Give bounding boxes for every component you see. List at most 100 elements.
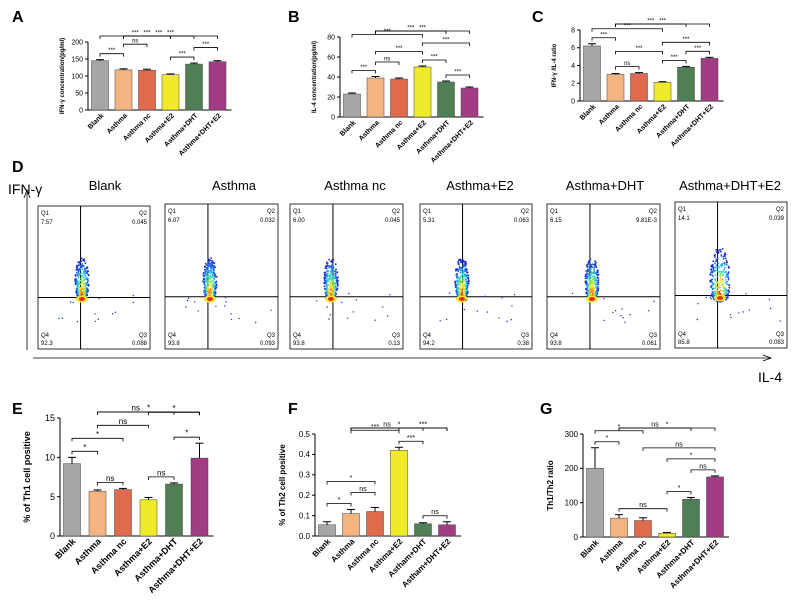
flow-event-dot [720, 265, 723, 268]
significance-label: * [83, 443, 86, 452]
flow-event-dot [721, 284, 723, 287]
flow-outlier-dot [94, 320, 96, 323]
flow-event-dot [80, 289, 82, 291]
flow-event-dot [325, 274, 327, 277]
flow-scatter-cloud [316, 258, 391, 321]
y-tick-label: 2 [571, 81, 575, 88]
flow-event-dot [715, 260, 717, 263]
flow-event-dot [78, 261, 81, 264]
bar [63, 463, 81, 537]
flow-outlier-dot [224, 305, 226, 307]
panel-letter-e: E [12, 401, 23, 418]
flow-event-dot [457, 269, 460, 271]
flow-event-dot [204, 265, 206, 268]
flow-event-dot [712, 296, 715, 299]
flow-outlier-dot [72, 301, 74, 304]
flow-event-dot [212, 283, 215, 285]
flow-event-dot [726, 296, 729, 299]
flow-event-dot [83, 279, 86, 281]
flow-event-dot [332, 286, 335, 289]
panel-letter-c: C [532, 9, 544, 26]
flow-event-dot [206, 278, 208, 281]
significance-bracket [662, 41, 710, 46]
significance-bracket [170, 56, 195, 61]
flow-event-dot [331, 273, 333, 276]
flow-event-dot [593, 286, 595, 289]
flow-event-dot [715, 269, 718, 271]
significance-bracket [193, 47, 218, 51]
flow-outlier-dot [745, 293, 747, 295]
significance-label: ns [119, 417, 127, 426]
flow-event-dot [337, 276, 339, 279]
significance-label: * [398, 422, 401, 429]
category-label: Asthma [358, 119, 381, 142]
flow-event-dot [714, 256, 716, 258]
flow-event-dot [209, 285, 212, 287]
significance-bracket [690, 469, 716, 473]
bar [677, 67, 695, 102]
significance-label: *** [600, 32, 608, 38]
flow-event-dot [717, 251, 720, 254]
flow-event-dot [323, 274, 326, 276]
flow-event-dot [81, 285, 84, 288]
flow-event-dot [202, 272, 205, 274]
bar [390, 78, 408, 118]
significance-bracket [642, 447, 716, 451]
flow-event-dot [596, 285, 599, 288]
flow-event-dot [710, 269, 713, 271]
quadrant-q3-value: 0.13 [388, 341, 400, 347]
flow-event-dot [717, 283, 720, 286]
flow-event-dot [76, 286, 79, 289]
flow-event-dot [725, 274, 728, 277]
significance-label: * [172, 404, 175, 413]
flow-event-dot [328, 265, 331, 267]
y-tick-label: 0.2 [299, 491, 311, 500]
y-tick-label: 200 [565, 464, 579, 473]
flow-event-dot [464, 263, 467, 265]
panel-letter-f: F [288, 401, 298, 418]
flow-event-dot [211, 288, 214, 291]
significance-label: ns [431, 509, 439, 516]
flow-event-dot [595, 286, 597, 289]
flow-event-dot [334, 285, 337, 287]
flow-event-dot [210, 257, 213, 259]
flow-event-dot [74, 283, 77, 285]
flow-event-dot [458, 293, 460, 296]
flow-outlier-dot [624, 321, 626, 323]
flow-event-dot [84, 291, 86, 294]
significance-label: ns [157, 468, 165, 477]
y-axis-label: IFN-γ /IL-4 ratio [552, 43, 558, 87]
significance-bracket [618, 427, 716, 431]
flow-event-dot [720, 264, 722, 266]
flow-event-dot [84, 262, 87, 265]
flow-plot-title: Asthma nc [324, 178, 386, 193]
bar [366, 77, 385, 118]
y-tick-label: 0 [331, 114, 335, 121]
flow-event-dot [324, 276, 326, 278]
flow-event-dot [336, 287, 339, 290]
flow-event-dot [335, 277, 338, 280]
quadrant-q1-label: Q1 [168, 209, 177, 215]
flow-event-dot [465, 270, 468, 273]
flow-event-dot [714, 287, 717, 290]
y-tick-label: 50 [75, 90, 83, 97]
flow-event-dot [725, 289, 728, 291]
flow-outlier-dot [388, 296, 391, 298]
flow-outlier-dot [382, 306, 384, 308]
flow-event-dot [457, 280, 460, 283]
flow-event-dot [208, 259, 211, 261]
significance-label: ns [624, 61, 630, 67]
quadrant-q2-value: 0.045 [132, 220, 148, 226]
flow-event-dot [460, 269, 463, 272]
flow-outlier-dot [621, 308, 623, 310]
flow-plot-2: Asthma Q1 6.07 Q2 0.032 Q4 93.8 Q3 0.093 [164, 178, 279, 350]
significance-label: *** [659, 19, 667, 25]
flow-event-dot [720, 254, 723, 256]
flow-event-dot [596, 292, 599, 294]
flow-event-dot [721, 277, 724, 280]
flow-event-dot [456, 283, 459, 286]
quadrant-q4-value: 94.2 [423, 341, 435, 347]
flow-event-dot [712, 287, 715, 290]
flow-event-dot [593, 268, 595, 271]
flow-plot-1: Blank Q1 7.57 Q2 0.045 Q4 92.3 Q3 0.088 [37, 178, 151, 350]
